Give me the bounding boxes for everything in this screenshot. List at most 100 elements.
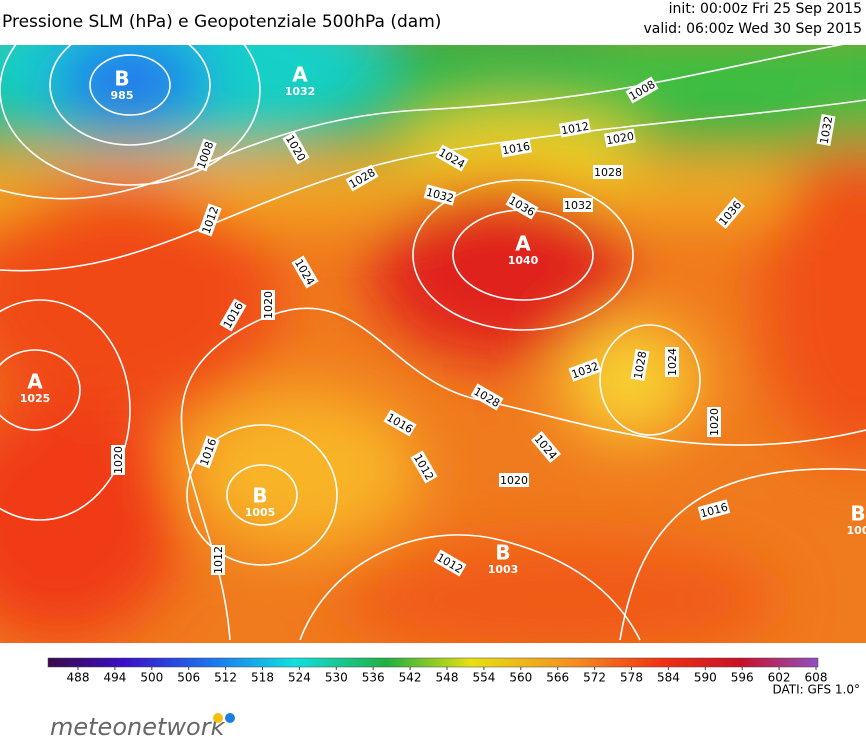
isobar-label-box — [665, 347, 679, 377]
colorbar-tick-label: 548 — [436, 671, 459, 685]
isobar-label: 1020 — [111, 445, 125, 475]
isobar-label-box — [111, 445, 125, 475]
isobar-label-box — [198, 203, 222, 237]
colorbar-tick-label: 560 — [509, 671, 532, 685]
isobar-label-text: 1024 — [666, 348, 679, 376]
isobar-label-box — [604, 128, 636, 148]
isobar-label: 1028 — [630, 349, 650, 381]
isobar-label-text: 1028 — [632, 350, 650, 380]
isobar-label: 1020 — [707, 407, 721, 437]
isobar-label-box — [625, 76, 659, 104]
colorbar-tick-label: 590 — [694, 671, 717, 685]
colorbar-tick-label: 536 — [362, 671, 385, 685]
isobar-label-text: 1020 — [500, 474, 528, 487]
isobar-label-box — [707, 407, 721, 437]
colorbar-tick-label: 524 — [288, 671, 311, 685]
isobar-label-box — [530, 431, 562, 463]
isobar-label-text: 1020 — [262, 291, 275, 319]
colorbar-tick-label: 518 — [251, 671, 274, 685]
isobar-label-box — [499, 473, 529, 487]
colorbar-tick-label: 596 — [731, 671, 754, 685]
colorbar-tick-label: 488 — [67, 671, 90, 685]
colorbar-tick-label: 608 — [805, 671, 828, 685]
isobar-label-box — [559, 118, 591, 138]
isobar-label-box — [433, 549, 467, 577]
logo-dot — [225, 713, 235, 723]
center-value: 1040 — [508, 254, 539, 267]
valid-time: valid: 06:00z Wed 30 Sep 2015 — [643, 21, 862, 37]
center-symbol: A — [515, 232, 531, 256]
colorbar-tick-label: 500 — [140, 671, 163, 685]
isobar-label-box — [563, 198, 593, 212]
isobar-label-text: 1016 — [501, 140, 531, 158]
isobar-label-box — [435, 144, 469, 172]
isobar-label-box — [196, 435, 220, 469]
init-time: init: 00:00z Fri 25 Sep 2015 — [669, 1, 862, 17]
isobar-label-box — [470, 383, 504, 411]
isobar-label-box — [291, 255, 319, 289]
isobar-label-box — [500, 138, 532, 158]
center-value: 1005 — [245, 506, 276, 519]
center-symbol: B — [495, 541, 510, 565]
isobar-label: 1032 — [816, 114, 836, 146]
isobar-label: 1020 — [499, 473, 529, 487]
isobar-label: 1012 — [559, 118, 591, 138]
isobar-label-box — [423, 184, 457, 206]
center-symbol: A — [27, 370, 43, 394]
colorbar — [47, 657, 819, 668]
colorbar-tick-label: 512 — [214, 671, 237, 685]
isobar-label-text: 1020 — [605, 130, 635, 148]
isobar-label-box — [568, 358, 602, 382]
center-symbol: B — [252, 484, 267, 508]
isobar-label-text: 1032 — [818, 115, 836, 145]
colorbar-tick-label: 602 — [768, 671, 791, 685]
colorbar-tick-label: 542 — [399, 671, 422, 685]
isobar-label-box — [193, 138, 217, 172]
colorbar-tick-label: 572 — [583, 671, 606, 685]
map-title: Pressione SLM (hPa) e Geopotenziale 500h… — [2, 12, 441, 32]
isobar-label-box — [282, 131, 310, 165]
colorbar-tick-label: 530 — [325, 671, 348, 685]
isobar-label: 1020 — [604, 128, 636, 148]
center-symbol: B — [114, 67, 129, 91]
isobar-label: 1028 — [593, 165, 623, 179]
isobar-label-box — [505, 192, 539, 220]
isobar-label-box — [593, 165, 623, 179]
center-value: 1032 — [285, 85, 316, 98]
colorbar-tick-label: 566 — [546, 671, 569, 685]
data-source: DATI: GFS 1.0° — [772, 683, 860, 697]
center-value: 1003 — [488, 563, 519, 576]
isobar-label-text: 1012 — [212, 546, 225, 574]
colorbar-tick-label: 554 — [472, 671, 495, 685]
isobar-label-text: 1020 — [112, 446, 125, 474]
isobar-label: 1016 — [500, 138, 532, 158]
center-symbol: B — [850, 502, 865, 526]
isobar-label-box — [219, 298, 247, 332]
isobar-label: 1012 — [211, 545, 225, 575]
center-value: 100 — [847, 524, 866, 537]
isobar-label-box — [410, 450, 438, 484]
isobar-label-box — [714, 197, 746, 229]
isobar-label-text: 1020 — [708, 408, 721, 436]
colorbar-tick-label: 506 — [177, 671, 200, 685]
isobar-label-text: 1012 — [560, 120, 590, 138]
center-symbol: A — [292, 63, 308, 87]
isobar-label-box — [345, 164, 379, 192]
isobar-label-box — [211, 545, 225, 575]
isobar-label-box — [383, 409, 417, 437]
colorbar-tick-label: 578 — [620, 671, 643, 685]
colorbar-tick-label: 584 — [657, 671, 680, 685]
isobar-label-box — [816, 114, 836, 146]
isobar-label-text: 1028 — [594, 166, 622, 179]
isobar-label: 1032 — [563, 198, 593, 212]
center-value: 1025 — [20, 392, 51, 405]
isobar-label-text: 1032 — [564, 199, 592, 212]
isobar-label-box — [261, 290, 275, 320]
isobar-label: 1024 — [665, 347, 679, 377]
logo: meteonetwork — [50, 713, 226, 740]
logo-dot — [213, 713, 223, 723]
isobar-label-box — [630, 349, 650, 381]
center-value: 985 — [111, 89, 134, 102]
